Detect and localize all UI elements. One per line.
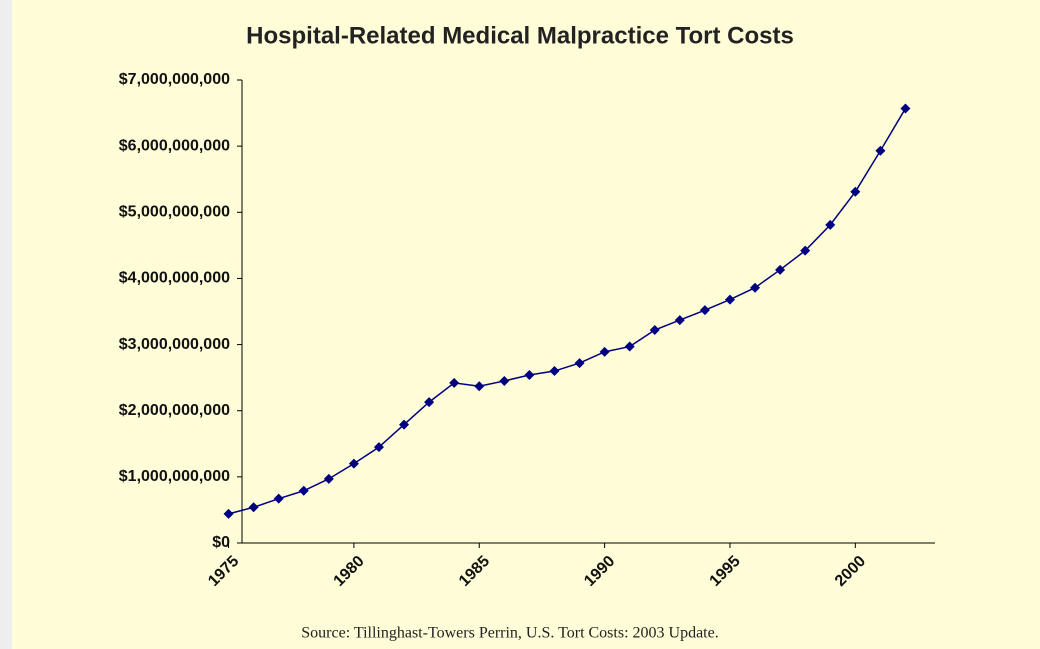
data-point: [875, 145, 886, 156]
series-line: [228, 108, 907, 515]
data-point: [474, 381, 485, 392]
data-point: [524, 369, 535, 380]
data-point: [549, 366, 560, 377]
data-point: [373, 442, 384, 453]
y-tick-label: $0: [212, 534, 230, 551]
data-point: [649, 325, 660, 336]
y-tick-label: $1,000,000,000: [119, 468, 230, 485]
data-point: [499, 375, 510, 386]
data-point: [674, 315, 685, 326]
data-point: [599, 346, 610, 357]
data-point: [900, 103, 911, 114]
data-point: [574, 358, 585, 369]
source-note: Source: Tillinghast-Towers Perrin, U.S. …: [301, 625, 718, 642]
data-point: [323, 473, 334, 484]
data-point: [724, 294, 735, 305]
data-point: [223, 508, 234, 519]
data-point: [699, 305, 710, 316]
data-point: [624, 341, 635, 352]
data-point: [775, 264, 786, 275]
y-tick-label: $5,000,000,000: [119, 204, 230, 221]
y-tick-label: $7,000,000,000: [119, 71, 230, 88]
data-point: [248, 502, 259, 513]
y-tick-label: $2,000,000,000: [119, 402, 230, 419]
data-point: [750, 282, 761, 293]
y-tick-label: $6,000,000,000: [119, 137, 230, 154]
data-point: [850, 186, 861, 197]
data-point: [424, 397, 435, 408]
data-point: [298, 485, 309, 496]
data-point: [800, 245, 811, 256]
y-tick-label: $3,000,000,000: [119, 336, 230, 353]
data-point: [399, 419, 410, 430]
data-point: [449, 377, 460, 388]
chart-background: [12, 0, 1040, 649]
data-point: [273, 493, 284, 504]
y-tick-label: $4,000,000,000: [119, 270, 230, 287]
chart-title: Hospital-Related Medical Malpractice Tor…: [246, 22, 794, 49]
data-point: [825, 219, 836, 230]
data-point: [348, 458, 359, 469]
